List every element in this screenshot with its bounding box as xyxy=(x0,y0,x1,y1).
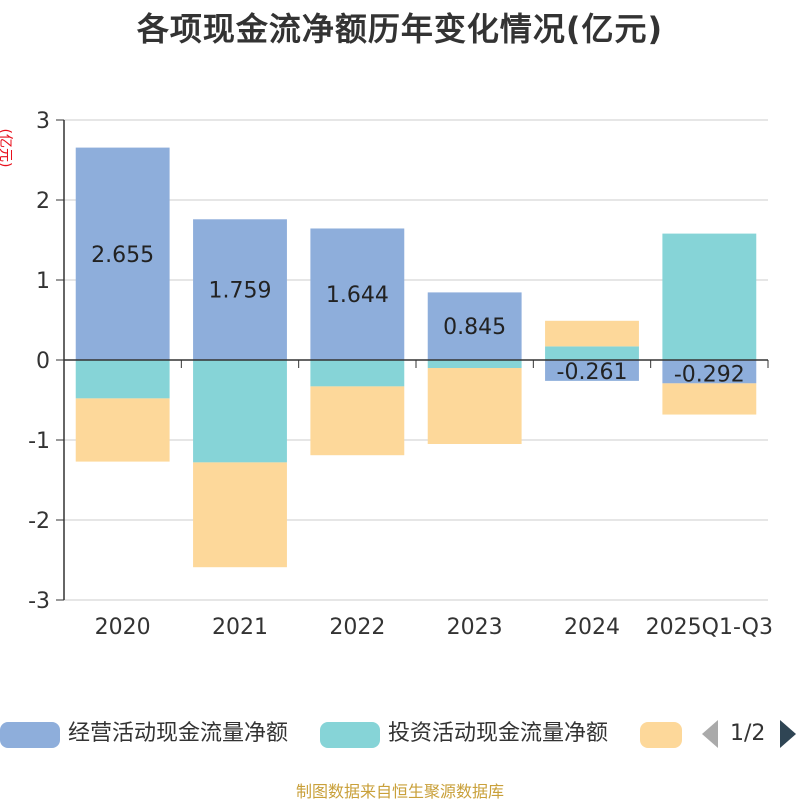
x-tick-label: 2021 xyxy=(212,615,268,640)
legend-next-page-icon[interactable] xyxy=(780,720,796,748)
investing-cash-flow-bar[interactable] xyxy=(310,360,405,387)
financing-cash-flow-bar[interactable] xyxy=(75,398,170,462)
y-tick-label: 1 xyxy=(36,269,50,294)
financing-cash-flow-bar[interactable] xyxy=(545,320,639,347)
investing-cash-flow-bar[interactable] xyxy=(427,360,522,368)
x-tick-label: 2024 xyxy=(564,615,620,640)
x-tick-label: 2023 xyxy=(447,615,503,640)
y-tick-label: 2 xyxy=(36,189,50,214)
y-tick-label: -1 xyxy=(28,429,50,454)
operating-cash-flow-bar[interactable] xyxy=(545,360,639,381)
operating-cash-flow-bar[interactable] xyxy=(75,147,170,360)
investing-cash-flow-bar[interactable] xyxy=(75,360,170,399)
legend-pager: 1/2 xyxy=(700,718,800,750)
x-tick-label: 2022 xyxy=(329,615,385,640)
legend-swatch-operating xyxy=(0,722,60,748)
data-label: 2.655 xyxy=(91,243,154,268)
data-label: -0.261 xyxy=(557,360,628,385)
legend-swatch-financing xyxy=(640,722,682,748)
operating-cash-flow-bar[interactable] xyxy=(310,228,405,360)
x-tick-label: 2020 xyxy=(95,615,151,640)
financing-cash-flow-bar[interactable] xyxy=(427,368,522,444)
investing-cash-flow-bar[interactable] xyxy=(662,233,757,360)
financing-cash-flow-bar[interactable] xyxy=(310,386,405,456)
y-tick-label: 0 xyxy=(36,349,50,374)
data-label: -0.292 xyxy=(674,362,745,387)
x-tick-label: 2025Q1-Q3 xyxy=(646,615,773,640)
operating-cash-flow-bar[interactable] xyxy=(427,292,522,360)
data-label: 1.759 xyxy=(209,279,272,304)
legend-prev-page-icon[interactable] xyxy=(702,720,718,748)
investing-cash-flow-bar[interactable] xyxy=(545,346,639,360)
bar-chart: 3 2 1 0 -1 -2 -3 2.655 2020 1.759 2021 1.644 2022 0.8… xyxy=(28,109,773,640)
legend-page-indicator: 1/2 xyxy=(730,721,766,746)
chart-title: 各项现金流净额历年变化情况(亿元) xyxy=(136,10,664,48)
investing-cash-flow-bar[interactable] xyxy=(193,360,287,463)
source-note: 制图数据来自恒生聚源数据库 xyxy=(295,782,504,801)
legend: 经营活动现金流量净额 投资活动现金流量净额 1/2 xyxy=(0,718,800,750)
financing-cash-flow-bar[interactable] xyxy=(662,383,757,415)
legend-swatch-investing xyxy=(320,722,380,748)
y-tick-label: -2 xyxy=(28,509,50,534)
legend-item-financing[interactable] xyxy=(640,718,682,750)
y-tick-label: -3 xyxy=(28,589,50,614)
y-tick-label: 3 xyxy=(36,109,50,134)
operating-cash-flow-bar[interactable] xyxy=(662,360,757,384)
financing-cash-flow-bar[interactable] xyxy=(193,462,287,568)
data-label: 1.644 xyxy=(326,283,389,308)
legend-label-investing: 投资活动现金流量净额 xyxy=(388,721,609,746)
legend-label-operating: 经营活动现金流量净额 xyxy=(68,721,289,746)
operating-cash-flow-bar[interactable] xyxy=(193,219,287,360)
data-label: 0.845 xyxy=(443,315,506,340)
